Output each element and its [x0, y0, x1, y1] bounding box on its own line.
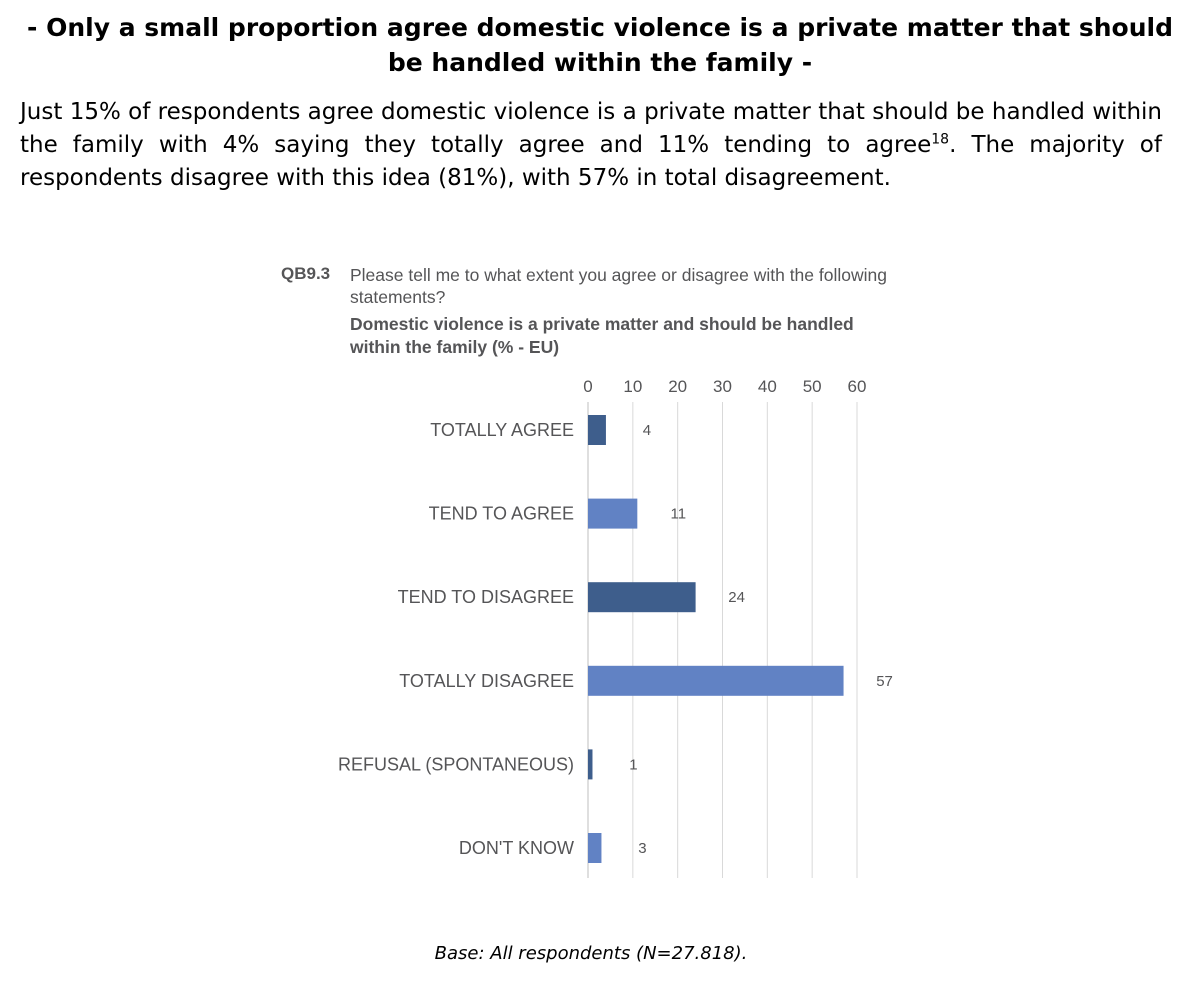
base-note: Base: All respondents (N=27.818).: [434, 943, 748, 964]
bar: [588, 498, 638, 529]
data-label: 24: [728, 589, 745, 606]
bar: [588, 665, 844, 696]
data-label: 3: [638, 840, 646, 857]
chart-category-labels: TOTALLY AGREE TEND TO AGREE TEND TO DISAGR…: [338, 420, 574, 858]
x-tick-label: 20: [668, 377, 687, 396]
category-label: REFUSAL (SPONTANEOUS): [338, 754, 574, 774]
chart-subtitle: Domestic violence is a private matter an…: [350, 314, 854, 357]
question-text: Please tell me to what extent you agree …: [350, 265, 887, 307]
category-label: TEND TO DISAGREE: [398, 587, 574, 607]
bar: [588, 749, 593, 780]
x-tick-label: 0: [583, 377, 592, 396]
chart-bars: [588, 415, 844, 863]
data-label: 57: [876, 673, 893, 690]
data-label: 11: [671, 506, 687, 523]
x-tick-label: 50: [803, 377, 822, 396]
question-code: QB9.3: [281, 264, 331, 283]
intro-text-part2: . The majority of respondents disagree w…: [20, 132, 1162, 191]
bar: [588, 833, 602, 863]
x-tick-label: 40: [758, 377, 777, 396]
data-label: 1: [629, 756, 637, 773]
intro-paragraph: Just 15% of respondents agree domestic v…: [20, 96, 1162, 195]
x-tick-label: 30: [713, 377, 732, 396]
category-label: TOTALLY AGREE: [430, 420, 574, 440]
bar: [588, 582, 696, 613]
category-label: TEND TO AGREE: [429, 504, 574, 524]
footnote-ref[interactable]: 18: [931, 131, 950, 148]
category-label: DON'T KNOW: [459, 838, 574, 858]
bar: [588, 415, 606, 445]
chart-value-labels: 4 11 24 57 1 3: [629, 422, 893, 857]
chart-gridlines: [587, 402, 858, 878]
x-tick-label: 60: [848, 377, 867, 396]
chart-axis-ticks: 0 10 20 30 40 50 60: [583, 377, 866, 396]
intro-text-part1: Just 15% of respondents agree domestic v…: [20, 99, 1162, 158]
category-label: TOTALLY DISAGREE: [399, 671, 574, 691]
data-label: 4: [643, 422, 651, 439]
section-heading: - Only a small proportion agree domestic…: [27, 13, 1173, 77]
x-tick-label: 10: [623, 377, 642, 396]
